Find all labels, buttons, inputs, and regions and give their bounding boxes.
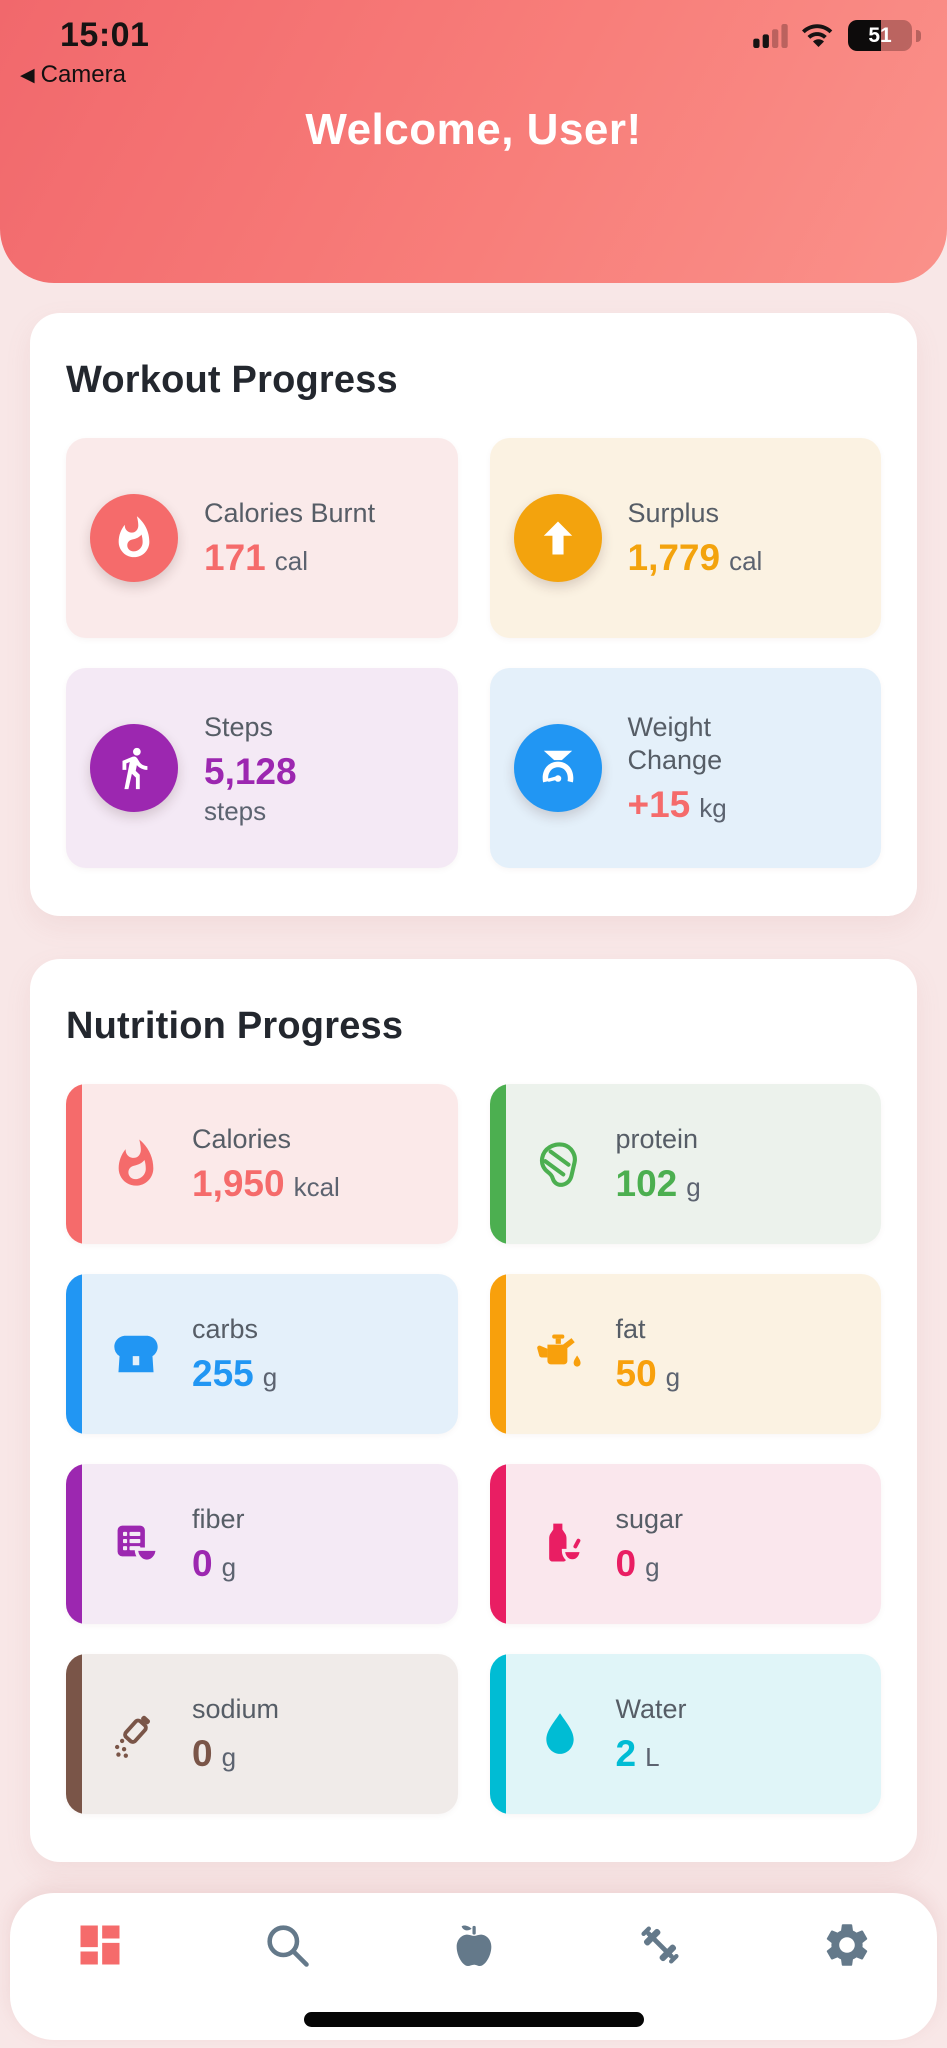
battery-fill: [848, 20, 881, 51]
workout-tile-weight-change: Weight Change +15 kg: [489, 668, 881, 868]
bread-icon: [110, 1328, 162, 1380]
weight-scale-icon: [513, 724, 602, 812]
tile-label: sugar: [615, 1504, 684, 1535]
back-app-label: Camera: [40, 61, 126, 88]
meat-icon: [534, 1138, 586, 1190]
nutrition-tile-calories: Calories 1,950 kcal: [66, 1084, 458, 1244]
tile-label: fat: [615, 1314, 646, 1345]
tile-label: Surplus: [627, 498, 720, 529]
home-indicator[interactable]: [303, 2012, 644, 2027]
apple-icon: [456, 1925, 491, 1967]
cellular-signal-icon: [753, 23, 788, 48]
header: 15:01 51 ◀ Cam: [0, 0, 947, 283]
tab-workout[interactable]: [632, 1917, 688, 1973]
dumbbell-icon: [641, 1926, 679, 1964]
tab-nutrition[interactable]: [446, 1917, 502, 1973]
back-triangle-icon: ◀: [20, 64, 35, 86]
dashboard-icon: [80, 1925, 120, 1965]
tile-value: 5,128 steps: [204, 750, 297, 826]
status-icons: 51: [753, 20, 921, 51]
tab-row: [10, 1893, 937, 1973]
sugar-jar-icon: [534, 1518, 586, 1570]
tile-value: 50 g: [615, 1353, 681, 1395]
gear-icon: [826, 1924, 868, 1966]
flame-icon: [110, 1138, 162, 1190]
page-title: Welcome, User!: [305, 105, 642, 154]
walking-person-icon: [90, 724, 178, 812]
salt-shaker-icon: [110, 1708, 162, 1760]
back-row: ◀ Camera: [0, 55, 947, 89]
tile-label: carbs: [192, 1314, 259, 1345]
tile-value: 255 g: [192, 1353, 278, 1395]
nutrition-card-title: Nutrition Progress: [66, 1005, 404, 1047]
search-icon: [267, 1925, 309, 1967]
workout-tile-grid: Calories Burnt 171 cal Surplus 1,779 cal: [66, 438, 881, 868]
water-drop-icon: [534, 1708, 586, 1760]
tile-value: +15 kg: [627, 783, 727, 825]
workout-tile-surplus: Surplus 1,779 cal: [489, 438, 881, 638]
battery-icon: 51: [848, 20, 912, 51]
tile-label: Calories: [192, 1124, 292, 1155]
tile-label: Steps: [204, 711, 274, 742]
tile-value: 1,779 cal: [627, 537, 763, 579]
workout-tile-steps: Steps 5,128 steps: [66, 668, 458, 868]
status-time: 15:01: [60, 16, 150, 54]
tile-label: Water: [615, 1694, 687, 1725]
tab-settings[interactable]: [819, 1917, 875, 1973]
battery-percent: 51: [868, 23, 892, 47]
workout-tile-calories-burnt: Calories Burnt 171 cal: [66, 438, 458, 638]
arrow-up-icon: [513, 494, 602, 582]
tab-dashboard[interactable]: [72, 1917, 128, 1973]
nutrition-progress-card: Nutrition Progress Calories 1,950 kcal: [30, 959, 917, 1862]
back-to-camera-link[interactable]: ◀ Camera: [20, 61, 126, 89]
tile-label: fiber: [192, 1504, 245, 1535]
status-bar: 15:01 51: [0, 12, 947, 55]
grain-bowl-icon: [110, 1518, 162, 1570]
battery-nub-icon: [916, 29, 921, 42]
nutrition-tile-fat: fat 50 g: [489, 1274, 881, 1434]
nutrition-tile-carbs: carbs 255 g: [66, 1274, 458, 1434]
main-content: Workout Progress Calories Burnt 171 cal: [0, 283, 947, 1862]
tile-value: 102 g: [615, 1163, 701, 1205]
tile-label: protein: [615, 1124, 699, 1155]
tile-label: sodium: [192, 1694, 280, 1725]
tile-label: Weight Change: [627, 711, 723, 775]
nutrition-tile-protein: protein 102 g: [489, 1084, 881, 1244]
tile-label: Calories Burnt: [204, 498, 376, 529]
tile-value: 1,950 kcal: [192, 1163, 340, 1205]
flame-icon: [90, 494, 178, 582]
tile-value: 171 cal: [204, 537, 308, 579]
wifi-icon: [802, 24, 833, 48]
oil-can-icon: [534, 1328, 586, 1380]
tab-search[interactable]: [259, 1917, 315, 1973]
tab-bar: [10, 1893, 937, 2040]
workout-card-title: Workout Progress: [66, 359, 398, 401]
workout-progress-card: Workout Progress Calories Burnt 171 cal: [30, 313, 917, 916]
nutrition-tile-grid: Calories 1,950 kcal protein 102 g: [66, 1084, 881, 1814]
